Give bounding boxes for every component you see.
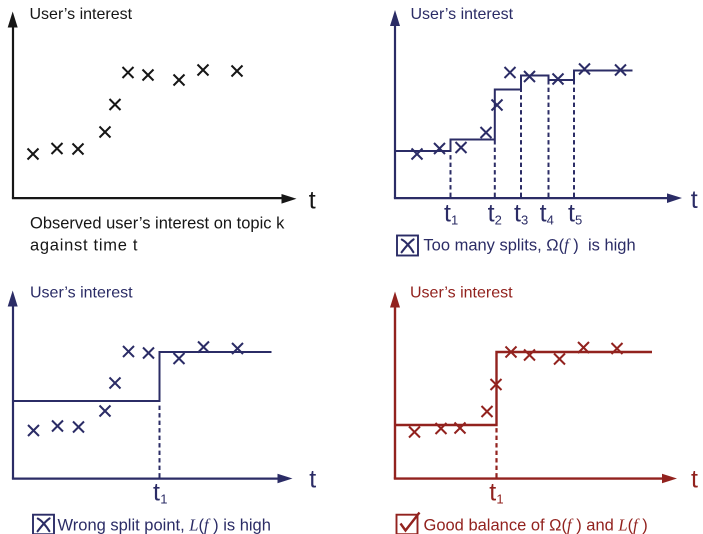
svg-text:User’s interest: User’s interest <box>30 6 133 23</box>
svg-text:t: t <box>489 478 496 506</box>
svg-text:Too many splits, Ω(f ) is hig: Too many splits, Ω(f ) is high <box>423 235 635 254</box>
svg-text:t: t <box>540 200 547 228</box>
svg-text:against time t: against time t <box>30 236 138 254</box>
svg-text:User’s interest: User’s interest <box>411 6 514 23</box>
svg-text:t: t <box>514 200 521 228</box>
svg-text:User’s interest: User’s interest <box>410 284 513 301</box>
svg-text:t: t <box>691 186 698 214</box>
svg-text:Good balance of Ω(f ) and L(f: Good balance of Ω(f ) and L(f ) <box>424 515 648 534</box>
svg-text:1: 1 <box>496 491 503 506</box>
svg-text:t: t <box>153 478 160 506</box>
svg-text:t: t <box>309 186 316 214</box>
svg-text:t: t <box>309 466 316 494</box>
svg-text:3: 3 <box>521 213 528 228</box>
svg-text:User’s interest: User’s interest <box>30 284 133 301</box>
svg-text:t: t <box>568 200 575 228</box>
svg-text:t: t <box>488 200 495 228</box>
svg-text:Observed user’s interest on to: Observed user’s interest on topic k <box>30 214 285 232</box>
svg-text:4: 4 <box>547 213 554 228</box>
svg-text:5: 5 <box>575 213 582 228</box>
svg-text:1: 1 <box>160 491 167 506</box>
svg-text:t: t <box>444 200 451 228</box>
svg-text:2: 2 <box>495 213 502 228</box>
svg-text:1: 1 <box>451 213 458 228</box>
svg-text:t: t <box>691 466 698 494</box>
svg-text:Wrong split point, L(f ) is hi: Wrong split point, L(f ) is high <box>58 515 271 534</box>
